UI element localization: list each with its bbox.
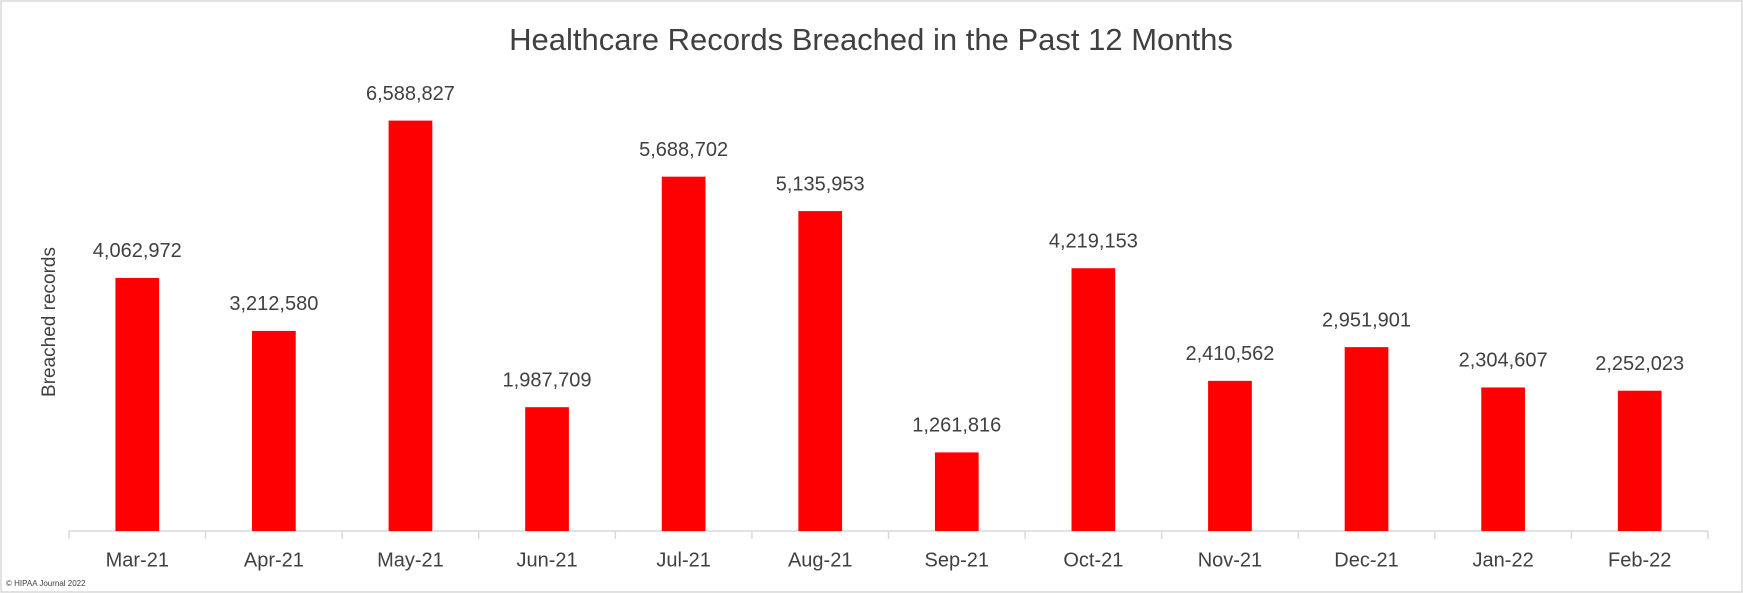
x-tick-label: Jan-22 — [1473, 549, 1534, 571]
value-label: 2,410,562 — [1185, 343, 1274, 365]
value-label: 6,588,827 — [366, 83, 455, 105]
bar — [1617, 390, 1662, 531]
bar — [388, 120, 433, 532]
value-label: 3,212,580 — [229, 293, 318, 315]
value-label: 1,261,816 — [912, 415, 1001, 437]
x-tick-label: Dec-21 — [1334, 549, 1398, 571]
bar — [115, 277, 160, 531]
x-tick-label: May-21 — [377, 549, 444, 571]
bar — [525, 407, 569, 531]
x-tick-label: Jul-21 — [656, 549, 710, 571]
bar — [798, 211, 843, 531]
bar — [1071, 268, 1116, 531]
x-tick-label: Oct-21 — [1063, 549, 1123, 571]
x-tick-label: Nov-21 — [1198, 549, 1262, 571]
value-label: 5,135,953 — [776, 173, 865, 195]
x-tick-label: Mar-21 — [106, 549, 169, 571]
credit: © HIPAA Journal 2022 — [6, 579, 86, 588]
value-label: 2,252,023 — [1595, 353, 1684, 375]
value-label: 2,304,607 — [1459, 350, 1548, 372]
bar — [1208, 380, 1252, 531]
bar — [1481, 387, 1525, 531]
x-tick-label: Jun-21 — [516, 549, 577, 571]
x-tick-label: Sep-21 — [925, 549, 990, 571]
y-axis-label: Breached records — [39, 247, 60, 397]
value-label: 2,951,901 — [1322, 309, 1411, 331]
value-label: 4,219,153 — [1049, 230, 1138, 252]
bar — [1344, 347, 1389, 531]
value-label: 1,987,709 — [503, 369, 592, 391]
value-label: 5,688,702 — [639, 139, 728, 161]
x-tick-label: Apr-21 — [244, 549, 304, 571]
x-tick-label: Feb-22 — [1608, 549, 1671, 571]
bar — [661, 176, 706, 532]
value-label: 4,062,972 — [93, 240, 182, 262]
x-tick-label: Aug-21 — [788, 549, 853, 571]
bar — [934, 452, 979, 531]
chart-title: Healthcare Records Breached in the Past … — [509, 22, 1233, 57]
bar — [252, 330, 296, 531]
